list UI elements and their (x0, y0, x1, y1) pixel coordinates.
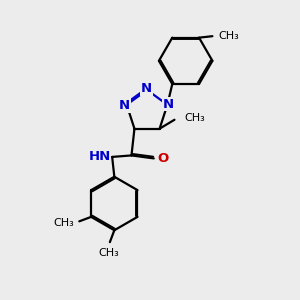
Text: HN: HN (88, 150, 111, 163)
Text: CH₃: CH₃ (184, 113, 205, 123)
Text: N: N (162, 98, 173, 111)
Text: N: N (141, 82, 152, 95)
Text: O: O (157, 152, 169, 165)
Text: N: N (119, 99, 130, 112)
Text: CH₃: CH₃ (218, 31, 239, 41)
Text: CH₃: CH₃ (53, 218, 74, 228)
Text: CH₃: CH₃ (99, 248, 119, 258)
